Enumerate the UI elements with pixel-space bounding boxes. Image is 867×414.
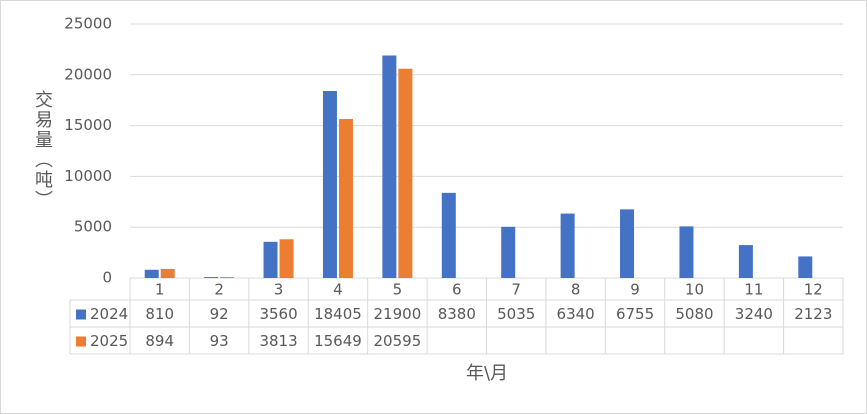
- x-tick-label: 8: [571, 281, 581, 299]
- bar: [798, 256, 813, 278]
- y-tick-label: 5000: [74, 218, 112, 236]
- table-value: 6340: [557, 305, 595, 323]
- bar: [560, 213, 575, 278]
- table-value: 18405: [314, 305, 362, 323]
- bar: [204, 277, 219, 278]
- bar: [160, 268, 175, 278]
- table-value: 15649: [314, 332, 362, 350]
- legend-label: 2024: [90, 305, 128, 323]
- x-tick-label: 3: [274, 281, 284, 299]
- bar: [501, 226, 516, 278]
- table-value: 21900: [374, 305, 422, 323]
- y-tick-label: 20000: [64, 65, 112, 83]
- bar: [263, 241, 278, 278]
- x-tick-label: 1: [155, 281, 165, 299]
- y-axis-label: 交易量（吨）: [32, 90, 53, 210]
- bar: [338, 119, 353, 278]
- bar: [382, 55, 397, 278]
- x-tick-label: 7: [511, 281, 521, 299]
- table-value: 894: [145, 332, 174, 350]
- x-tick-label: 5: [393, 281, 403, 299]
- x-tick-label: 9: [630, 281, 640, 299]
- x-tick-label: 2: [214, 281, 224, 299]
- table-value: 5080: [675, 305, 713, 323]
- bar: [322, 91, 337, 278]
- table-value: 8380: [438, 305, 476, 323]
- y-tick-label: 15000: [64, 116, 112, 134]
- bar: [738, 245, 753, 278]
- x-tick-label: 11: [744, 281, 763, 299]
- bar: [398, 68, 413, 279]
- y-tick-label: 10000: [64, 167, 112, 185]
- x-tick-label: 6: [452, 281, 462, 299]
- bar: [679, 226, 694, 278]
- x-tick-label: 4: [333, 281, 343, 299]
- table-value: 5035: [497, 305, 535, 323]
- bar: [441, 192, 456, 278]
- x-axis-label: 年\月: [466, 363, 508, 384]
- table-value: 20595: [374, 332, 422, 350]
- table-value: 3560: [259, 305, 297, 323]
- legend-label: 2025: [90, 332, 128, 350]
- bar: [279, 239, 294, 278]
- legend-swatch: [76, 309, 86, 320]
- y-tick-label: 0: [102, 269, 112, 287]
- table-value: 2123: [794, 305, 832, 323]
- table-value: 93: [210, 332, 229, 350]
- table-value: 3813: [259, 332, 297, 350]
- table-value: 6755: [616, 305, 654, 323]
- table-value: 3240: [735, 305, 773, 323]
- bar: [144, 269, 159, 278]
- y-tick-label: 25000: [64, 15, 112, 33]
- bar: [620, 209, 635, 278]
- legend-swatch: [76, 336, 86, 347]
- bar: [220, 277, 235, 278]
- x-tick-label: 12: [804, 281, 823, 299]
- table-value: 810: [145, 305, 174, 323]
- table-value: 92: [210, 305, 229, 323]
- x-tick-label: 10: [685, 281, 704, 299]
